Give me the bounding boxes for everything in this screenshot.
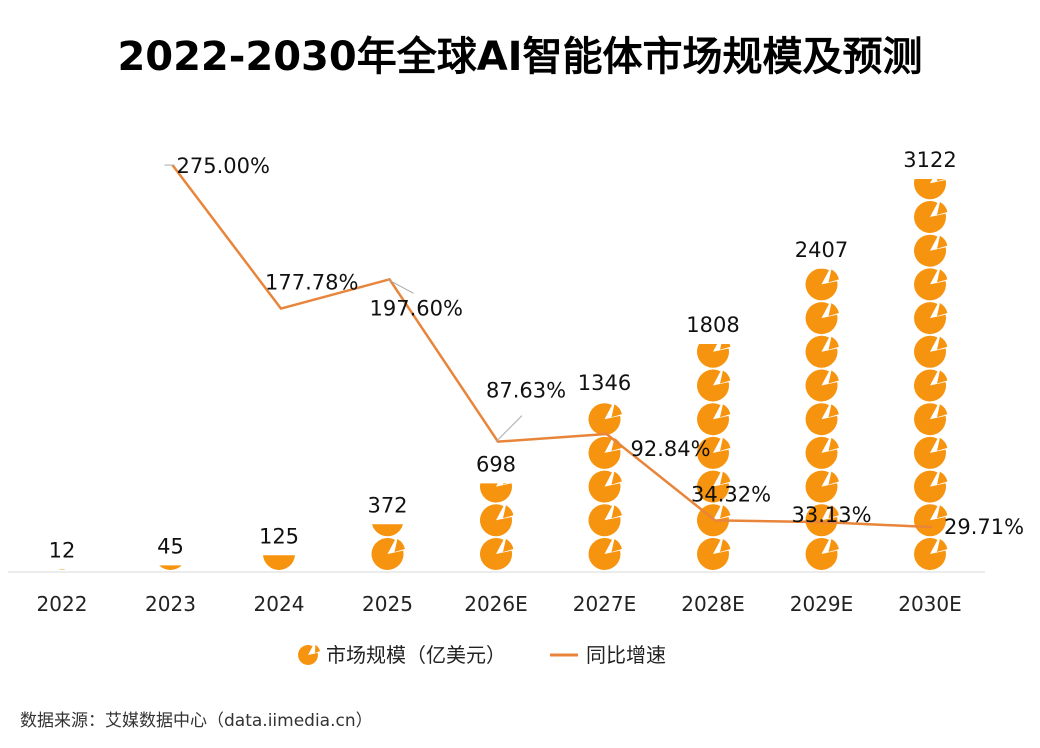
pie-icon xyxy=(298,644,320,666)
pie-icon xyxy=(697,369,731,402)
pie-icon xyxy=(914,234,948,267)
x-tick-label: 2025 xyxy=(362,592,413,616)
growth-value-label: 29.71% xyxy=(944,515,1024,539)
source-note: 数据来源：艾媒数据中心（data.iimedia.cn） xyxy=(20,711,373,731)
legend-bar-label: 市场规模（亿美元） xyxy=(326,643,506,667)
pie-icon xyxy=(914,504,948,537)
x-tick-label: 2029E xyxy=(790,592,854,616)
bar-value-label: 1808 xyxy=(686,313,739,337)
pie-icon xyxy=(480,483,512,503)
pie-icon xyxy=(914,179,946,200)
pie-icon xyxy=(805,436,839,469)
x-tick-label: 2023 xyxy=(145,592,196,616)
pie-icon xyxy=(697,538,731,571)
growth-value-label: 87.63% xyxy=(486,379,566,403)
x-tick-labels: 2022 2023 2024 2025 2026E 2027E 2028E 2029E 2030… xyxy=(37,592,962,616)
bar-value-label: 45 xyxy=(157,534,184,558)
growth-value-label: 33.13% xyxy=(792,503,872,527)
pie-icon xyxy=(263,555,295,570)
pie-icon xyxy=(914,369,948,402)
leader-line xyxy=(495,415,523,443)
growth-value-label: 275.00% xyxy=(177,154,270,178)
pie-icon xyxy=(588,470,622,503)
pie-icon xyxy=(914,403,948,436)
pie-icon xyxy=(588,403,622,436)
growth-line xyxy=(171,164,933,529)
pie-icon xyxy=(805,268,839,301)
pie-icon xyxy=(805,470,839,503)
pie-icon xyxy=(697,403,731,436)
bar-2023 xyxy=(159,565,182,570)
pie-icon xyxy=(913,201,948,234)
x-tick-label: 2028E xyxy=(681,592,745,616)
pie-icon xyxy=(697,470,731,503)
x-tick-label: 2022 xyxy=(37,592,88,616)
pie-icon xyxy=(914,335,948,368)
bar-2026E xyxy=(479,483,514,571)
data-labels: 12 45 125 372 698 1346 1808 2407 3122 275.00% 177.… xyxy=(49,148,1024,562)
bar-2025 xyxy=(371,524,405,571)
bar-2029E xyxy=(805,268,839,571)
bar-2027E xyxy=(588,403,622,571)
x-tick-label: 2030E xyxy=(898,592,962,616)
pie-icon xyxy=(371,538,405,571)
growth-value-label: 92.84% xyxy=(631,437,711,461)
bar-value-label: 698 xyxy=(476,452,516,476)
pie-icon xyxy=(805,504,839,537)
pie-icon xyxy=(914,268,948,301)
pie-icon xyxy=(805,369,839,402)
bar-value-label: 12 xyxy=(49,538,76,562)
pie-icon xyxy=(479,504,514,537)
growth-value-label: 177.78% xyxy=(265,271,358,295)
bar-value-label: 125 xyxy=(259,524,299,548)
pie-icon xyxy=(372,524,403,537)
pie-icon xyxy=(914,538,948,571)
pie-icon xyxy=(914,470,948,503)
bar-2022 xyxy=(58,569,66,570)
pie-icon xyxy=(588,504,622,537)
pie-icon xyxy=(588,538,622,571)
pie-icon xyxy=(159,565,182,570)
pie-icon xyxy=(479,538,514,571)
x-tick-label: 2026E xyxy=(464,592,528,616)
growth-line-path xyxy=(171,164,933,529)
growth-value-label: 34.32% xyxy=(691,482,771,506)
legend: 市场规模（亿美元） 同比增速 xyxy=(298,643,666,667)
pie-icon xyxy=(805,335,839,368)
bar-value-label: 3122 xyxy=(903,148,956,172)
bars xyxy=(58,179,948,571)
pie-icon xyxy=(58,569,66,570)
x-tick-label: 2024 xyxy=(254,592,305,616)
pie-icon xyxy=(697,343,731,368)
bar-2024 xyxy=(263,555,295,570)
growth-value-label: 197.60% xyxy=(370,296,463,320)
pie-icon xyxy=(805,403,839,436)
legend-bar-icon xyxy=(298,644,320,666)
leader-line xyxy=(387,278,414,294)
bar-value-label: 1346 xyxy=(578,371,631,395)
pie-icon xyxy=(697,436,731,469)
pie-icon xyxy=(914,302,948,335)
bar-value-label: 2407 xyxy=(795,238,848,262)
pie-icon xyxy=(805,302,839,335)
bar-2028E xyxy=(697,343,731,571)
bar-value-label: 372 xyxy=(367,493,407,517)
legend-line-label: 同比增速 xyxy=(586,643,666,667)
chart-title: 2022-2030年全球AI智能体市场规模及预测 xyxy=(117,34,922,80)
x-tick-label: 2027E xyxy=(573,592,637,616)
pie-icon xyxy=(805,538,839,571)
pie-icon xyxy=(914,436,948,469)
bar-2030E xyxy=(913,179,948,571)
